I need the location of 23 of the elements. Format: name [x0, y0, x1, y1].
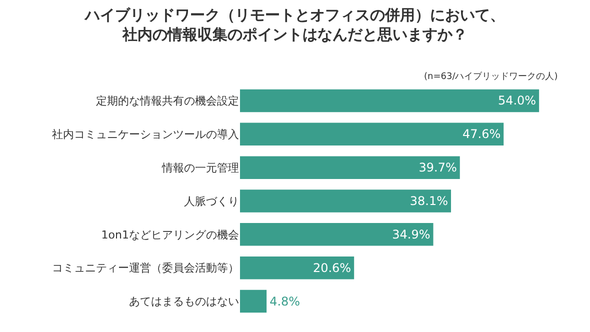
- y-tick-label: 1on1などヒアリングの機会: [101, 228, 239, 242]
- data-label: 38.1%: [410, 194, 448, 208]
- data-label: 47.6%: [462, 127, 501, 142]
- chart-subtitle: (n=63/ハイブリッドワークの人): [424, 71, 558, 82]
- y-tick-label: 定期的な情報共有の機会設定: [96, 94, 239, 108]
- chart-title: ハイブリッドワーク（リモートとオフィスの併用）において、社内の情報収集のポイントはなんだと思いますか？: [84, 6, 505, 44]
- data-label: 34.9%: [392, 227, 430, 242]
- bar: [240, 89, 540, 112]
- bar: [240, 290, 267, 313]
- y-tick-label: コミュニティー運営（委員会活動等）: [52, 262, 239, 275]
- data-label: 39.7%: [418, 160, 457, 175]
- bar: [240, 190, 452, 212]
- bar: [240, 223, 434, 246]
- bar: [240, 256, 354, 280]
- y-tick-label: 人脈づくり: [184, 194, 239, 208]
- data-label: 20.6%: [312, 260, 352, 275]
- data-label: 54.0%: [498, 94, 536, 108]
- data-label: 4.8%: [270, 294, 300, 308]
- y-tick-label: 社内コミュニケーションツールの導入: [52, 128, 239, 141]
- y-tick-label: あてはまるものはない: [129, 295, 239, 308]
- bar: [240, 156, 460, 179]
- bar: [240, 122, 504, 146]
- y-tick-label: 情報の一元管理: [161, 161, 239, 174]
